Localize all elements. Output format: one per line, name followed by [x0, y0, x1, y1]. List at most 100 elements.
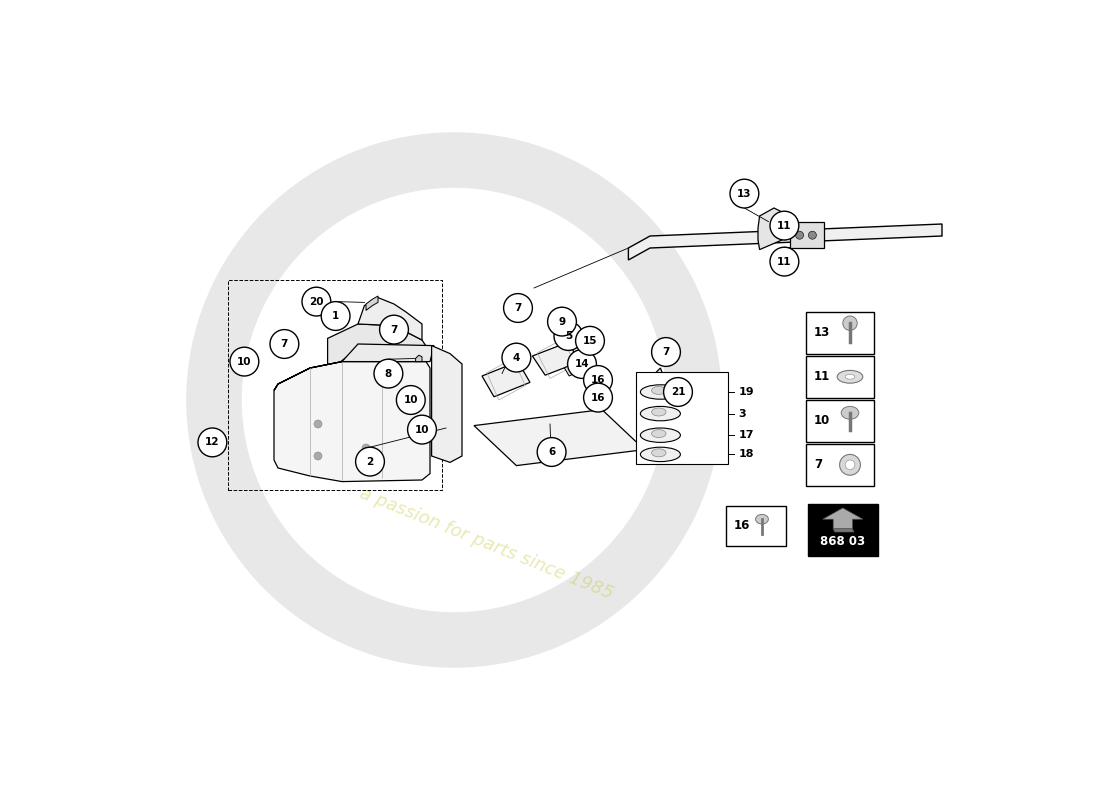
Circle shape [795, 231, 804, 239]
Circle shape [314, 452, 322, 460]
Circle shape [537, 438, 566, 466]
Text: 1: 1 [332, 311, 339, 321]
Text: 7: 7 [515, 303, 521, 313]
Polygon shape [532, 342, 581, 375]
Text: 11: 11 [814, 370, 830, 383]
Text: a passion for parts since 1985: a passion for parts since 1985 [356, 485, 615, 603]
Text: 9: 9 [559, 317, 565, 326]
Text: 20: 20 [309, 297, 323, 306]
Text: 8: 8 [385, 369, 392, 378]
Circle shape [770, 211, 799, 240]
Polygon shape [474, 410, 645, 466]
Circle shape [379, 315, 408, 344]
Ellipse shape [651, 408, 666, 416]
Ellipse shape [640, 428, 681, 442]
Ellipse shape [837, 370, 862, 383]
Text: 7: 7 [662, 347, 670, 357]
Polygon shape [628, 224, 942, 260]
Ellipse shape [640, 447, 681, 462]
Ellipse shape [651, 430, 666, 438]
Circle shape [839, 454, 860, 475]
Circle shape [355, 447, 384, 476]
Text: 7: 7 [280, 339, 288, 349]
Polygon shape [823, 508, 862, 529]
Ellipse shape [640, 385, 681, 399]
Polygon shape [482, 362, 530, 397]
Text: 10: 10 [238, 357, 252, 366]
Text: 3: 3 [739, 409, 747, 418]
Circle shape [504, 294, 532, 322]
Text: 868 03: 868 03 [821, 535, 866, 548]
Circle shape [575, 326, 604, 355]
Ellipse shape [842, 406, 859, 419]
Text: 12: 12 [205, 438, 220, 447]
Circle shape [502, 343, 531, 372]
Polygon shape [358, 298, 422, 340]
Bar [806, 444, 874, 486]
Circle shape [554, 322, 583, 350]
Text: 10: 10 [814, 414, 830, 427]
Circle shape [770, 247, 799, 276]
Polygon shape [416, 355, 422, 362]
Text: 10: 10 [404, 395, 418, 405]
Polygon shape [274, 362, 430, 482]
Ellipse shape [845, 374, 855, 379]
Circle shape [408, 415, 437, 444]
Text: 11: 11 [777, 257, 792, 266]
Circle shape [843, 316, 857, 330]
Circle shape [808, 231, 816, 239]
Bar [807, 504, 878, 556]
Circle shape [548, 307, 576, 336]
Text: 10: 10 [415, 425, 429, 434]
Text: 14: 14 [574, 359, 590, 369]
Text: 13: 13 [814, 326, 830, 339]
Ellipse shape [756, 514, 769, 524]
Bar [726, 506, 786, 546]
Text: 16: 16 [734, 519, 750, 532]
Circle shape [396, 386, 426, 414]
Polygon shape [833, 529, 854, 532]
Bar [806, 356, 874, 398]
Text: 18: 18 [739, 450, 755, 459]
Text: 2: 2 [366, 457, 374, 466]
Polygon shape [648, 368, 666, 410]
Circle shape [314, 420, 322, 428]
Text: 16: 16 [591, 393, 605, 402]
Text: 5: 5 [564, 331, 572, 341]
Text: 7: 7 [814, 458, 822, 471]
Polygon shape [554, 318, 563, 326]
Polygon shape [274, 344, 434, 390]
Circle shape [321, 302, 350, 330]
Circle shape [230, 347, 258, 376]
Polygon shape [758, 208, 790, 250]
Circle shape [362, 444, 370, 452]
Circle shape [730, 179, 759, 208]
Bar [637, 372, 728, 464]
Text: 11: 11 [777, 221, 792, 230]
Text: 19: 19 [739, 387, 755, 397]
Circle shape [270, 330, 299, 358]
Ellipse shape [651, 449, 666, 457]
Polygon shape [578, 346, 588, 357]
Bar [202, 438, 220, 450]
Circle shape [845, 460, 855, 470]
Text: 7: 7 [390, 325, 398, 334]
Text: 13: 13 [737, 189, 751, 198]
Ellipse shape [651, 386, 666, 394]
Text: 16: 16 [591, 375, 605, 385]
Bar [806, 312, 874, 354]
Polygon shape [326, 348, 426, 396]
Text: 17: 17 [739, 430, 755, 440]
Circle shape [568, 350, 596, 378]
Bar [806, 400, 874, 442]
Circle shape [584, 383, 613, 412]
Polygon shape [564, 362, 582, 376]
Circle shape [302, 287, 331, 316]
Circle shape [584, 366, 613, 394]
Polygon shape [431, 346, 462, 462]
Bar [790, 222, 824, 248]
Text: 4: 4 [513, 353, 520, 362]
Polygon shape [366, 296, 378, 310]
Text: 15: 15 [583, 336, 597, 346]
Circle shape [198, 428, 227, 457]
